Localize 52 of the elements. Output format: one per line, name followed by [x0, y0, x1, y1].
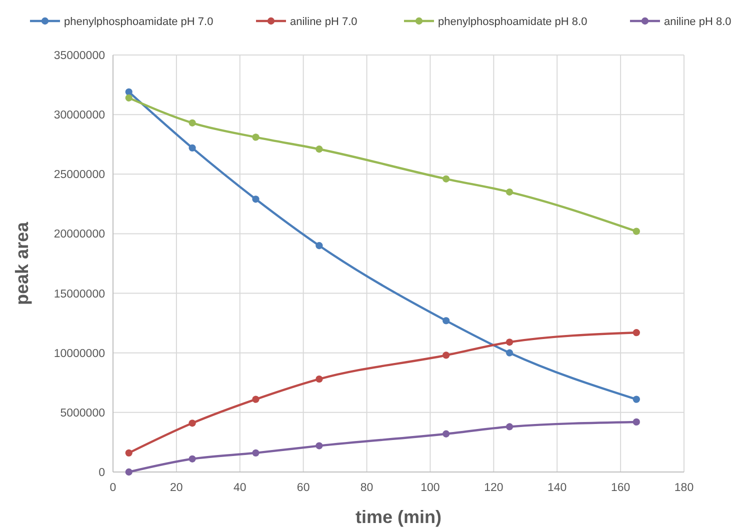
point: [442, 175, 450, 182]
point: [506, 349, 514, 356]
point: [252, 449, 260, 456]
x-tick-label: 100: [420, 482, 440, 494]
y-tick-label: 25000000: [54, 169, 105, 182]
point: [125, 468, 132, 476]
x-tick-label: 80: [360, 482, 374, 494]
y-tick-label: 5000000: [60, 407, 105, 420]
point: [442, 352, 450, 359]
x-tick-label: 60: [296, 482, 310, 494]
point: [316, 242, 323, 250]
legend-label: aniline pH 8.0: [664, 16, 732, 28]
y-tick-label: 10000000: [54, 348, 105, 360]
x-tick-label: 120: [484, 482, 504, 494]
x-tick-label: 180: [674, 482, 694, 494]
x-tick-label: 140: [548, 482, 567, 494]
point: [442, 430, 450, 438]
legend-label: phenylphosphoamidate pH 8.0: [438, 16, 588, 28]
point: [632, 396, 640, 403]
point: [632, 228, 640, 235]
x-tick-label: 0: [110, 482, 116, 494]
legend-label: aniline pH 7.0: [290, 16, 358, 28]
y-tick-label: 15000000: [54, 288, 105, 300]
point: [632, 329, 640, 336]
legend-label: phenylphosphoamidate pH 7.0: [64, 16, 214, 28]
point: [252, 196, 260, 203]
point: [506, 423, 514, 430]
point: [632, 418, 640, 426]
x-tick-label: 160: [610, 482, 630, 494]
point: [442, 317, 450, 324]
y-tick-label: 35000000: [54, 50, 105, 62]
point: [188, 144, 196, 152]
point: [125, 449, 132, 456]
point: [252, 134, 260, 141]
point: [506, 338, 514, 346]
point: [316, 442, 323, 450]
point: [252, 396, 260, 403]
x-axis-title: time (min): [355, 507, 442, 527]
point: [506, 188, 514, 196]
point: [125, 94, 132, 102]
x-tick-label: 40: [233, 482, 246, 494]
point: [316, 146, 323, 153]
point: [125, 88, 132, 96]
point: [316, 376, 323, 383]
x-tick-label: 20: [170, 482, 183, 494]
y-tick-label: 30000000: [54, 110, 105, 122]
point: [188, 455, 196, 462]
y-tick-label: 20000000: [54, 228, 105, 241]
y-axis-title: peak area: [12, 220, 32, 306]
point: [188, 119, 196, 126]
y-tick-label: 0: [98, 467, 105, 479]
point: [188, 420, 196, 427]
